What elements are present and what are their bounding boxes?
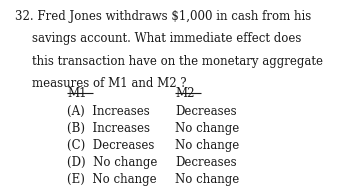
Text: 32. Fred Jones withdraws $1,000 in cash from his: 32. Fred Jones withdraws $1,000 in cash … bbox=[15, 10, 311, 23]
Text: No change: No change bbox=[175, 139, 239, 152]
Text: measures of M1 and M2 ?: measures of M1 and M2 ? bbox=[32, 77, 187, 90]
Text: (E)  No change: (E) No change bbox=[67, 173, 157, 186]
Text: (B)  Increases: (B) Increases bbox=[67, 122, 150, 135]
Text: (C)  Decreases: (C) Decreases bbox=[67, 139, 155, 152]
Text: No change: No change bbox=[175, 122, 239, 135]
Text: Decreases: Decreases bbox=[175, 105, 237, 118]
Text: (A)  Increases: (A) Increases bbox=[67, 105, 150, 118]
Text: M2: M2 bbox=[175, 87, 195, 100]
Text: Decreases: Decreases bbox=[175, 156, 237, 169]
Text: this transaction have on the monetary aggregate: this transaction have on the monetary ag… bbox=[32, 54, 323, 68]
Text: savings account. What immediate effect does: savings account. What immediate effect d… bbox=[32, 32, 302, 45]
Text: (D)  No change: (D) No change bbox=[67, 156, 158, 169]
Text: M1: M1 bbox=[67, 87, 87, 100]
Text: No change: No change bbox=[175, 173, 239, 186]
